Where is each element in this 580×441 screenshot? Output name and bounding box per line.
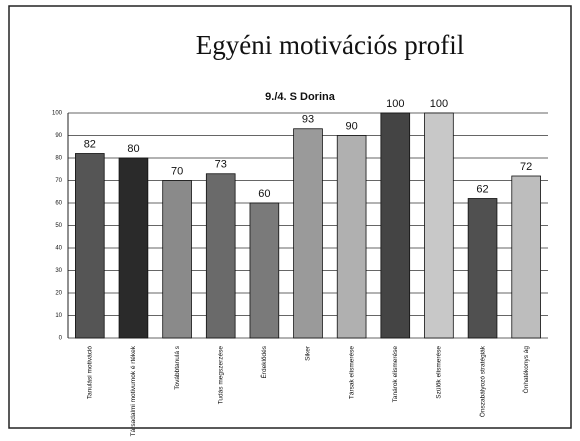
data-label: 60 (258, 188, 270, 200)
y-tick-label: 80 (55, 156, 62, 162)
x-tick-label: Önszabályozó stratégiák (478, 345, 486, 417)
data-label: 100 (386, 98, 404, 110)
slide-title: Egyéni motivációs profil (196, 30, 464, 60)
x-tick-label: Érdeklődés (259, 345, 268, 378)
data-label: 82 (84, 138, 96, 150)
x-tick-label: Társak elismerése (348, 346, 355, 399)
bar (162, 180, 192, 339)
data-label: 70 (171, 165, 183, 177)
y-tick-label: 100 (52, 111, 63, 117)
y-tick-label: 60 (55, 201, 62, 207)
data-label: 100 (430, 98, 448, 110)
bar (336, 135, 367, 339)
data-label: 80 (127, 143, 139, 155)
y-tick-label: 30 (55, 268, 62, 274)
y-tick-label: 70 (55, 178, 62, 184)
y-tick-label: 10 (55, 313, 62, 319)
bar (205, 173, 236, 339)
chart-title: 9./4. S Dorina (265, 91, 336, 103)
data-label: 90 (346, 120, 358, 132)
x-tick-label: Továbbtanulá s (174, 345, 181, 389)
y-tick-label: 0 (59, 336, 63, 342)
bar (75, 153, 105, 339)
y-tick-label: 50 (55, 223, 62, 229)
x-tick-label: Tanulási motiváció (87, 346, 94, 399)
data-label: 93 (302, 114, 314, 126)
data-label: 72 (520, 161, 532, 173)
bar (424, 112, 454, 339)
x-tick-label: Siker (305, 345, 312, 361)
bar (511, 175, 541, 339)
data-label: 62 (476, 183, 488, 195)
x-tick-label: Önhatékonys ág (522, 346, 530, 394)
bar (293, 128, 323, 339)
x-tick-label: Társadalmi motivumok é rtékek (130, 345, 137, 436)
x-tick-label: Tanárok elismerése (392, 346, 399, 403)
x-tick-label: Tudás megszerzése (217, 346, 224, 405)
y-tick-label: 20 (55, 291, 62, 297)
bar (467, 198, 498, 339)
bar (118, 157, 149, 339)
y-tick-label: 40 (55, 246, 62, 252)
x-tick-label: Szülők elismerése (436, 346, 443, 399)
bar (249, 202, 280, 339)
y-tick-label: 90 (55, 133, 62, 139)
data-label: 73 (215, 159, 227, 171)
bar (380, 112, 411, 339)
